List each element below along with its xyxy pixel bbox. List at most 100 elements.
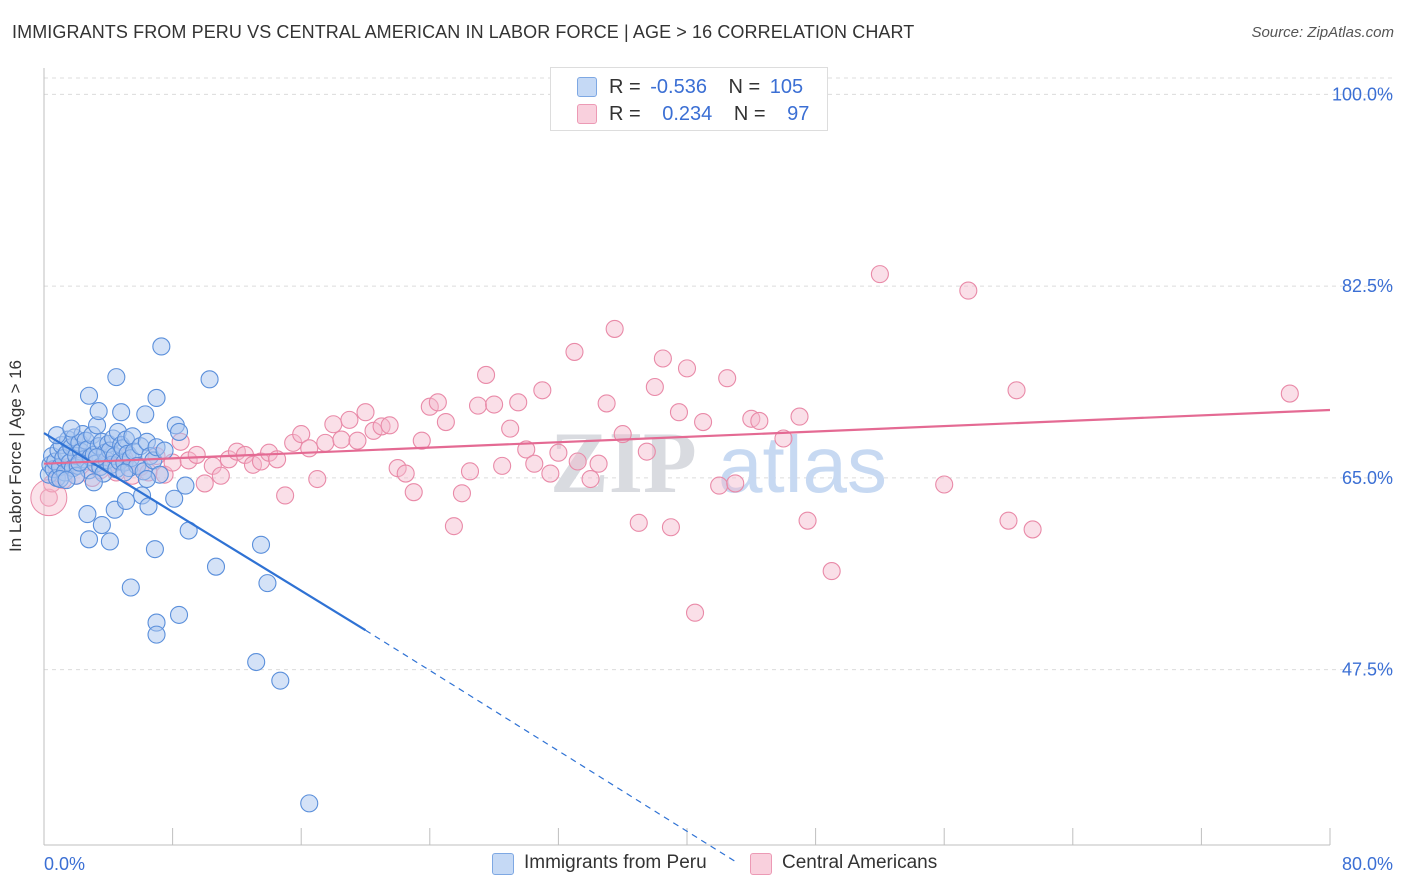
- central-americans-point: [525, 454, 544, 473]
- central-americans-point: [404, 483, 423, 502]
- peru-point: [57, 471, 76, 490]
- central-americans-point: [694, 413, 713, 432]
- central-americans-trend-line: [43, 408, 1331, 465]
- chart-title: IMMIGRANTS FROM PERU VS CENTRAL AMERICAN…: [12, 22, 915, 42]
- central-americans-point: [677, 359, 697, 378]
- central-americans-point: [718, 369, 737, 388]
- y-tick-label: 100.0%: [1332, 84, 1393, 104]
- central-americans-point: [629, 513, 648, 532]
- central-americans-point: [568, 452, 587, 471]
- peru-point: [137, 469, 156, 489]
- peru-trend-extension: [365, 629, 736, 862]
- central-americans-point: [533, 381, 552, 400]
- peru-point: [251, 535, 271, 554]
- central-americans-point: [276, 486, 295, 505]
- central-americans-point: [750, 411, 769, 431]
- central-americans-point: [726, 474, 745, 493]
- central-americans-point: [348, 431, 367, 450]
- peru-point: [121, 578, 140, 597]
- central-americans-point: [485, 395, 504, 414]
- central-americans-point: [999, 511, 1018, 530]
- central-americans-point: [669, 403, 689, 422]
- central-americans-point: [324, 415, 343, 434]
- peru-point: [258, 574, 277, 593]
- y-tick-label: 65.0%: [1342, 468, 1393, 488]
- peru-point: [147, 625, 166, 644]
- central-americans-point: [356, 403, 375, 422]
- x-tick-label-max: 80.0%: [1342, 854, 1393, 874]
- peru-point: [165, 489, 184, 508]
- central-americans-point: [316, 433, 335, 452]
- central-americans-point: [195, 474, 214, 493]
- source-label: Source: ZipAtlas.com: [1251, 24, 1394, 41]
- series-swatch-pink: [750, 853, 772, 875]
- grid-lines: [44, 77, 1392, 671]
- central-americans-point: [581, 469, 600, 489]
- central-americans-point: [340, 410, 359, 429]
- central-americans-point: [645, 377, 664, 397]
- peru-point: [107, 368, 126, 387]
- peru-point: [115, 463, 134, 482]
- peru-point: [116, 491, 136, 510]
- peru-point: [145, 540, 164, 559]
- peru-point: [176, 476, 195, 495]
- central-americans-point: [452, 484, 472, 503]
- peru-point: [84, 473, 103, 492]
- peru-point: [200, 370, 219, 389]
- trend-lines: [43, 408, 1331, 862]
- central-americans-point: [870, 265, 889, 284]
- peru-point: [100, 532, 119, 551]
- peru-point: [79, 386, 99, 405]
- peru-point: [62, 419, 81, 438]
- central-americans-point: [428, 393, 447, 412]
- central-americans-point: [460, 462, 480, 481]
- central-americans-point: [541, 464, 560, 483]
- legend-swatch-pink: [577, 104, 597, 124]
- central-americans-point: [549, 443, 568, 462]
- central-americans-point: [1023, 520, 1042, 539]
- peru-point: [300, 794, 319, 813]
- series-swatch-blue: [492, 853, 514, 875]
- central-americans-point: [380, 416, 399, 435]
- central-americans-point: [565, 342, 584, 361]
- peru-point: [136, 405, 155, 424]
- peru-trend-line: [43, 432, 367, 632]
- peru-point: [89, 402, 108, 421]
- central-americans-point: [774, 429, 793, 448]
- central-americans-point: [959, 281, 978, 300]
- central-americans-point: [509, 393, 528, 412]
- central-americans-point: [605, 319, 624, 338]
- peru-point: [206, 557, 226, 576]
- y-tick-label: 47.5%: [1342, 660, 1393, 680]
- peru-point: [147, 388, 166, 407]
- central-americans-point: [39, 488, 58, 507]
- central-americans-point: [477, 365, 496, 384]
- central-americans-point: [589, 454, 608, 473]
- central-americans-point: [798, 511, 817, 530]
- central-americans-point: [396, 464, 415, 483]
- x-tick-label-min: 0.0%: [44, 854, 85, 874]
- central-americans-point: [412, 431, 431, 450]
- central-americans-points: [30, 265, 1299, 622]
- central-americans-point: [292, 425, 311, 444]
- central-americans-point: [444, 517, 463, 536]
- peru-point: [92, 516, 111, 535]
- peru-point: [152, 337, 171, 356]
- watermark: ZIP: [550, 415, 697, 512]
- watermark-atlas: atlas: [718, 420, 887, 509]
- central-americans-point: [308, 469, 327, 489]
- central-americans-point: [935, 475, 954, 494]
- central-americans-point: [710, 476, 729, 495]
- central-americans-point: [637, 442, 656, 461]
- central-americans-point: [332, 430, 351, 449]
- peru-point: [247, 652, 266, 672]
- legend-swatch-blue: [577, 77, 597, 97]
- central-americans-point: [300, 439, 319, 458]
- central-americans-point: [790, 407, 809, 426]
- tick-labels: 47.5% 65.0% 82.5% 100.0% 0.0% 80.0%: [44, 84, 1393, 874]
- peru-point: [169, 605, 189, 624]
- peru-point: [112, 403, 131, 422]
- central-americans-point: [1280, 384, 1299, 403]
- y-tick-label: 82.5%: [1342, 276, 1393, 296]
